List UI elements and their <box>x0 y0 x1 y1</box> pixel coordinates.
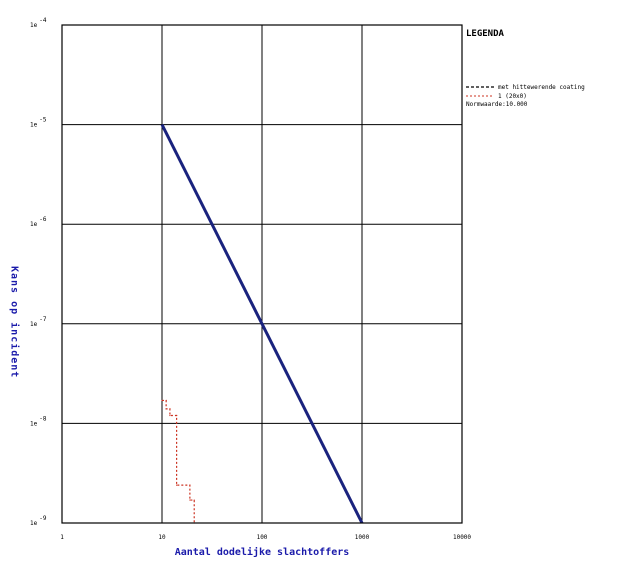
series-point-1-20x0 <box>189 484 191 486</box>
y-tick-label: 1e-6 <box>30 216 47 228</box>
series-point-1-20x0 <box>176 414 178 417</box>
legend-label-1-20x0: 1 (20x0) <box>498 93 527 100</box>
series-layer <box>160 123 364 524</box>
series-point-1-20x0 <box>165 399 167 402</box>
x-axis-title: Aantal dodelijke slachtoffers <box>175 546 350 558</box>
x-axis-ticks: 1 10 100 1000 10000 <box>60 534 471 541</box>
series-point-1-20x0 <box>193 499 195 501</box>
x-tick-label: 1 <box>60 534 64 541</box>
y-tick-label: 1e-8 <box>30 415 47 427</box>
series-point-1-20x0 <box>169 408 171 410</box>
y-axis-title: Kans op incident <box>9 266 21 378</box>
y-tick-label: 1e-7 <box>30 316 47 328</box>
plot-area-frame <box>61 24 463 524</box>
y-tick-label: 1e-4 <box>30 17 47 29</box>
legend-label-normwaarde: Normwaarde:10.000 <box>466 101 528 108</box>
legend-title: LEGENDA <box>466 29 505 39</box>
series-line-normwaarde <box>160 123 364 524</box>
legend: LEGENDA met hittewerende coating 1 (20x0… <box>466 29 585 108</box>
series-point-1-20x0 <box>169 414 171 417</box>
legend-label-met-hittewerende-coating: met hittewerende coating <box>498 84 585 91</box>
y-tick-label: 1e-5 <box>30 117 47 129</box>
y-axis-ticks: 1e-9 1e-8 1e-7 1e-6 1e-5 1e-4 <box>30 17 47 527</box>
series-point-1-20x0 <box>165 408 167 410</box>
x-tick-label: 100 <box>257 534 268 541</box>
x-tick-label: 10 <box>158 534 166 541</box>
y-tick-label: 1e-9 <box>30 515 47 527</box>
x-tick-label: 1000 <box>355 534 370 541</box>
series-point-1-20x0 <box>189 499 191 501</box>
series-point-1-20x0 <box>161 399 163 402</box>
grid-layer <box>62 25 462 523</box>
x-tick-label: 10000 <box>453 534 471 541</box>
series-point-1-20x0 <box>176 484 178 486</box>
